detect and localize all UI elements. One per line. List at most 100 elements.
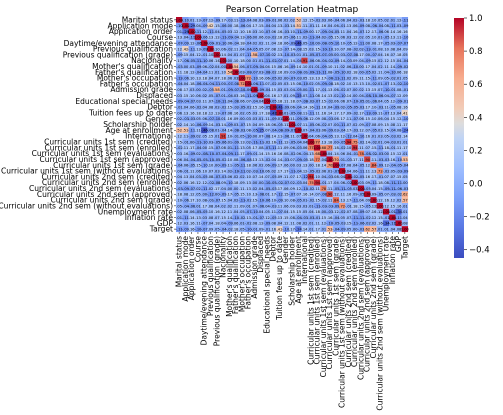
heatmap-cell	[219, 226, 227, 233]
heatmap-cell-label: .17	[226, 193, 232, 197]
heatmap-cell	[370, 57, 377, 64]
heatmap-cell	[376, 40, 383, 47]
heatmap-cell	[288, 63, 296, 70]
heatmap-cell	[345, 156, 352, 163]
heatmap-cell-label: -.11	[389, 187, 396, 191]
heatmap-cell-label: .12	[220, 210, 226, 214]
heatmap-cell	[357, 226, 365, 233]
heatmap-cell-label: -.02	[351, 47, 358, 51]
heatmap-cell	[270, 28, 277, 35]
heatmap-cell-label: .16	[396, 30, 402, 34]
heatmap-cell	[301, 28, 308, 35]
heatmap-cell-label: .14	[402, 135, 408, 139]
heatmap-cell	[244, 40, 252, 47]
heatmap-cell-label: .15	[383, 123, 389, 127]
heatmap-cell	[295, 220, 302, 227]
heatmap-cell-label: -.10	[263, 181, 271, 185]
heatmap-cell	[295, 115, 302, 122]
heatmap-cell-label: .08	[377, 47, 383, 51]
heatmap-cell	[226, 191, 233, 198]
heatmap-cell	[232, 86, 239, 93]
heatmap-cell	[244, 63, 252, 70]
heatmap-cell-label: -.09	[226, 123, 234, 127]
heatmap-cell	[313, 144, 321, 151]
heatmap-cell-labels: 1.00-.10.01.13 -.07.12 -.09.17 -.03.11 -.12-…	[175, 18, 409, 231]
heatmap-cell	[207, 133, 214, 140]
heatmap-cell-label: .07	[214, 76, 220, 80]
x-tick-label: Application order	[187, 235, 196, 300]
heatmap-cell	[213, 22, 220, 29]
heatmap-cell-label: -.04	[220, 152, 228, 156]
heatmap-cell-label: .15	[314, 47, 320, 51]
heatmap-cell-label: .03	[201, 216, 207, 220]
heatmap-cell	[188, 191, 195, 198]
heatmap-cell-label: .13	[258, 158, 264, 162]
heatmap-cell	[282, 197, 289, 203]
y-tick-label: Nacionality	[131, 56, 173, 65]
heatmap-cell-label: .16	[364, 135, 370, 139]
heatmap-cell-label: -.03	[345, 158, 352, 162]
heatmap-cell-label: .07	[383, 175, 389, 179]
heatmap-cell-label: .17	[277, 94, 283, 98]
heatmap-cell-label: .07	[252, 175, 258, 179]
heatmap-cell	[176, 197, 183, 203]
heatmap-cell	[188, 92, 195, 99]
heatmap-cell	[389, 22, 396, 29]
heatmap-cell	[213, 202, 220, 209]
heatmap-cell-label: -.08	[301, 100, 309, 104]
heatmap-cell	[339, 185, 346, 192]
heatmap-cell-label: .13	[183, 111, 189, 115]
heatmap-cell	[339, 127, 346, 134]
heatmap-cell-label: .04	[214, 65, 220, 69]
heatmap-cell-label: .16	[389, 158, 395, 162]
heatmap-cell	[182, 109, 189, 116]
heatmap-cell-label: .06	[226, 42, 232, 46]
heatmap-cell-label: .08	[333, 175, 339, 179]
heatmap-cell-label: .18	[264, 123, 270, 127]
heatmap-cell-label: -.08	[295, 111, 303, 115]
heatmap-cell-label: -.12	[364, 47, 371, 51]
heatmap-cell	[232, 202, 239, 209]
heatmap-cell	[326, 51, 333, 58]
heatmap-cell-label: -.09	[332, 105, 340, 109]
heatmap-cell	[270, 63, 277, 70]
heatmap-cell	[176, 226, 183, 233]
heatmap-cell	[376, 46, 383, 52]
heatmap-cell	[188, 80, 195, 87]
heatmap-cell	[182, 208, 189, 215]
heatmap-cell	[201, 63, 208, 70]
heatmap-cell	[295, 150, 302, 157]
heatmap-cell	[364, 144, 371, 151]
heatmap-cell	[244, 191, 252, 198]
heatmap-cell	[201, 185, 208, 192]
heatmap-cell-label: -.06	[376, 94, 384, 98]
heatmap-cell-label: .17	[364, 105, 370, 109]
heatmap-cell-label: .08	[383, 24, 389, 28]
heatmap-cell	[345, 127, 352, 134]
heatmap-cell	[263, 173, 271, 180]
heatmap-cell	[326, 22, 333, 29]
heatmap-cell-label: -.04	[270, 129, 278, 133]
heatmap-cell	[364, 75, 371, 81]
heatmap-cell	[219, 220, 227, 227]
heatmap-cell	[364, 46, 371, 52]
heatmap-cell	[376, 226, 383, 233]
heatmap-cell-label: -.09	[201, 123, 209, 127]
heatmap-cell-label: .13	[277, 24, 283, 28]
heatmap-cell	[382, 115, 390, 122]
heatmap-cell-label: -.05	[345, 187, 352, 191]
heatmap-cell-label: .11	[239, 187, 245, 191]
heatmap-cell-label: -.11	[207, 30, 214, 34]
heatmap-cell	[251, 63, 258, 70]
heatmap-cell	[270, 220, 277, 227]
heatmap-cell-label: -.11	[238, 169, 245, 173]
heatmap-cell-label: .01	[389, 18, 395, 22]
heatmap-cell	[226, 220, 233, 227]
heatmap-cell	[401, 63, 409, 70]
heatmap-cell	[276, 34, 283, 41]
y-tick-label: Debtor	[147, 103, 174, 112]
heatmap-cell	[276, 121, 283, 128]
heatmap-cell-label: -.02	[395, 193, 402, 197]
heatmap-cell-label: .13	[252, 158, 258, 162]
heatmap-cell-label: -.07	[201, 18, 208, 22]
